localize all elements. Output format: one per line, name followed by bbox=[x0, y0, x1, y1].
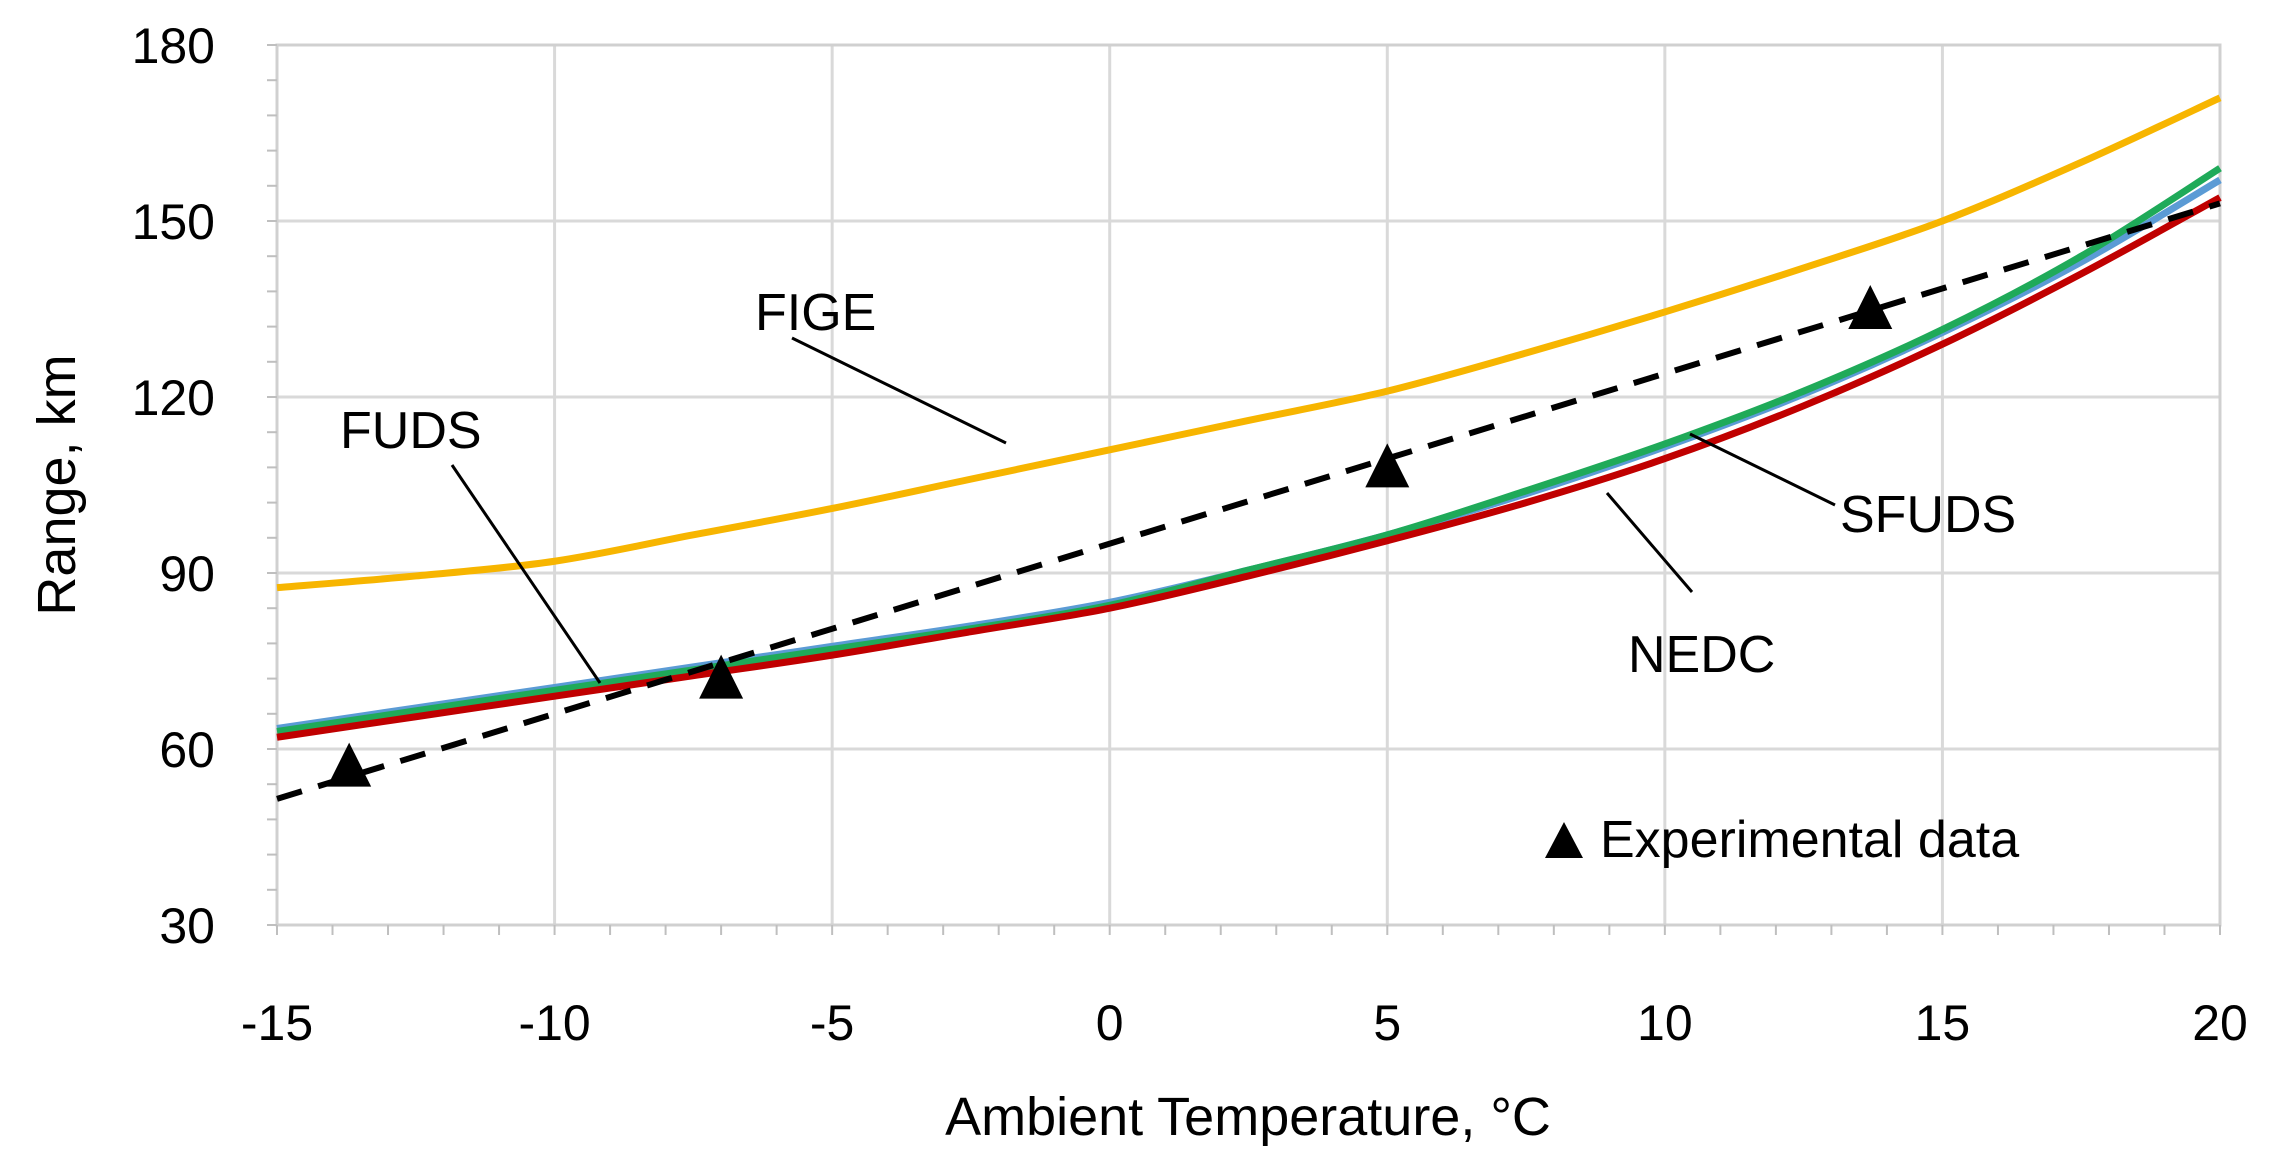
legend: Experimental data bbox=[1545, 811, 2019, 869]
series-line-nedc bbox=[276, 194, 2222, 741]
experimental-data-point bbox=[327, 742, 372, 787]
fuds-leader bbox=[450, 464, 602, 684]
series-line-experimental-trend bbox=[276, 200, 2221, 802]
markers bbox=[327, 285, 1893, 787]
x-tick-label: 10 bbox=[1637, 995, 1693, 1051]
x-tick-label: 5 bbox=[1373, 995, 1401, 1051]
plot-area bbox=[275, 43, 2222, 927]
x-tick-label: 20 bbox=[2192, 995, 2248, 1051]
legend-triangle-icon bbox=[1545, 822, 1583, 858]
y-tick-label: 90 bbox=[159, 546, 215, 602]
series-layer bbox=[276, 94, 2222, 802]
y-tick-label: 60 bbox=[159, 722, 215, 778]
experimental-data-point bbox=[1848, 285, 1893, 329]
fige-leader bbox=[791, 336, 1007, 445]
nedc-leader bbox=[1605, 492, 1694, 593]
annotation-fuds: FUDS bbox=[340, 402, 482, 460]
x-tick-label: -15 bbox=[241, 995, 313, 1051]
x-axis-title: Ambient Temperature, °C bbox=[945, 1087, 1551, 1147]
y-tick-label: 150 bbox=[132, 194, 215, 250]
series-line-sfuds bbox=[276, 165, 2222, 735]
sfuds-leader bbox=[1689, 432, 1836, 507]
tick-labels: -15 -10 -5 0 5 10 15 20 30 60 90 120 150 180 bbox=[132, 18, 2248, 1051]
grid bbox=[275, 43, 2222, 927]
x-tick-label: 0 bbox=[1096, 995, 1124, 1051]
leader-lines bbox=[450, 336, 1836, 684]
series-line-fuds bbox=[276, 176, 2222, 732]
annotation-fige: FIGE bbox=[755, 284, 876, 342]
x-tick-label: -5 bbox=[810, 995, 854, 1051]
y-axis-title: Range, km bbox=[27, 354, 87, 615]
annotation-sfuds: SFUDS bbox=[1840, 486, 2016, 544]
x-tick-label: -10 bbox=[518, 995, 590, 1051]
experimental-data-point bbox=[699, 654, 744, 699]
y-tick-label: 180 bbox=[132, 18, 215, 74]
experimental-data-point bbox=[1365, 443, 1410, 488]
series-line-fige bbox=[276, 94, 2222, 592]
y-tick-label: 120 bbox=[132, 370, 215, 426]
y-tick-label: 30 bbox=[159, 898, 215, 954]
minor-ticks bbox=[267, 44, 2221, 935]
annotation-nedc: NEDC bbox=[1628, 626, 1775, 684]
x-tick-label: 15 bbox=[1915, 995, 1971, 1051]
legend-label: Experimental data bbox=[1600, 811, 2019, 869]
